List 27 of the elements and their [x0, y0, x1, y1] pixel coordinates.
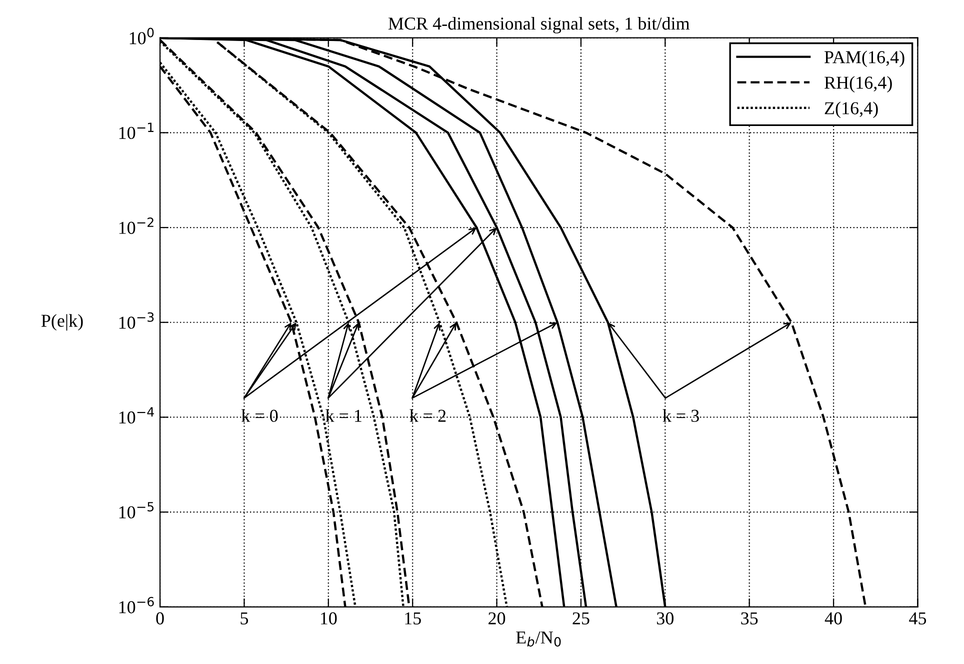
annotation: k = 1 [326, 409, 362, 422]
x-tick-label: 25 [572, 612, 590, 624]
x-tick-label: 35 [741, 612, 758, 624]
x-tick-label: 40 [824, 612, 842, 624]
y-tick-label: 10$^{−4}$ [119, 407, 154, 424]
y-tick-label: 10$^{−6}$ [119, 596, 154, 614]
y-tick-label: 10$^{−1}$ [119, 122, 154, 140]
annotation: k = 2 [410, 409, 446, 422]
x-tick-label: 0 [156, 612, 164, 624]
annotation: k = 3 [662, 409, 699, 422]
x-tick-label: 5 [240, 612, 248, 624]
x-tick-label: 30 [656, 612, 674, 624]
chart-title: MCR 4-dimensional signal sets, 1 bit/dim [388, 16, 690, 34]
y-axis-title: P(e|k) [41, 314, 83, 331]
x-tick-label: 15 [405, 612, 421, 624]
x-axis-title: E$_{b}$/N$_{0}$ [516, 632, 561, 647]
x-tick-label: 20 [488, 612, 506, 624]
legend-label: Z(16,4) [824, 102, 878, 118]
annotation: k = 0 [241, 409, 278, 422]
y-tick-label: 10$^{−5}$ [119, 502, 154, 518]
legend-label: PAM(16,4) [824, 50, 904, 67]
y-tick-label: 10$^{0}$ [130, 28, 154, 44]
legend-label: RH(16,4) [824, 76, 892, 92]
x-tick-label: 10 [320, 612, 337, 624]
y-tick-label: 10$^{−2}$ [119, 217, 154, 234]
x-tick-label: 45 [909, 612, 926, 624]
y-tick-label: 10$^{−3}$ [119, 312, 154, 329]
